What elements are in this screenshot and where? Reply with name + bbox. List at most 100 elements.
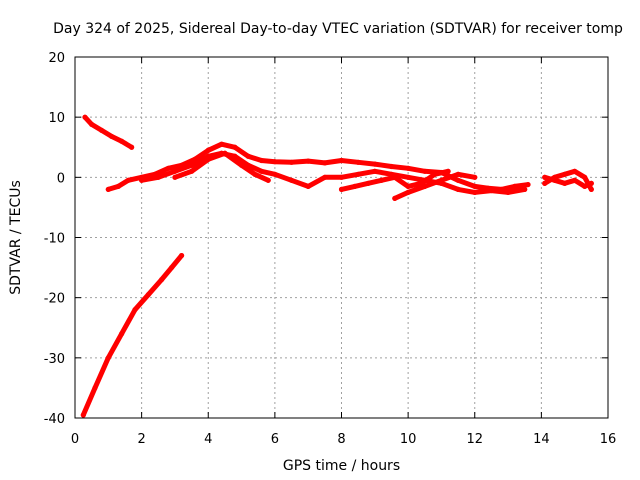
y-tick-label: -20 <box>44 292 65 307</box>
x-tick-label: 10 <box>400 432 417 447</box>
data-point <box>258 168 265 174</box>
y-tick-label: 0 <box>57 171 65 186</box>
data-point <box>288 159 295 165</box>
data-point <box>89 121 95 127</box>
data-point <box>488 187 495 194</box>
x-tick-label: 12 <box>466 432 483 447</box>
data-point <box>588 186 594 192</box>
data-point <box>82 114 88 120</box>
data-point <box>288 177 295 183</box>
data-point <box>405 189 411 195</box>
data-point <box>388 163 395 170</box>
data-point <box>245 153 251 159</box>
series-segment-i <box>542 168 594 192</box>
data-point <box>542 180 548 186</box>
data-point <box>145 292 151 298</box>
data-point <box>80 412 86 418</box>
data-point <box>562 180 568 186</box>
data-point <box>455 177 461 183</box>
data-point <box>322 160 328 166</box>
data-point <box>272 171 278 177</box>
data-series <box>80 114 594 418</box>
data-point <box>129 144 135 150</box>
data-point <box>105 355 111 361</box>
x-tick-label: 14 <box>533 432 550 447</box>
data-point <box>455 171 461 177</box>
data-point <box>472 174 478 180</box>
data-point <box>232 144 238 150</box>
data-point <box>218 141 225 147</box>
data-point <box>438 177 445 183</box>
x-tick-label: 6 <box>271 432 279 447</box>
tick-labels: 0 2 4 6 8 10 12 14 16 -40 -30 -20 -10 0 10 20 <box>44 51 617 447</box>
data-point <box>132 307 138 313</box>
x-tick-label: 2 <box>137 432 145 447</box>
data-point <box>172 168 178 174</box>
data-point <box>432 171 438 177</box>
x-axis-label: GPS time / hours <box>283 458 400 474</box>
data-point <box>188 162 195 168</box>
axis-ticks <box>74 56 609 419</box>
data-point <box>155 174 161 180</box>
data-point <box>552 174 558 180</box>
y-tick-label: -40 <box>44 412 65 427</box>
data-point <box>392 174 398 180</box>
data-point <box>512 183 518 189</box>
data-point <box>372 161 378 167</box>
chart-title: Day 324 of 2025, Sidereal Day-to-day VTE… <box>53 21 623 37</box>
data-point <box>119 331 125 337</box>
data-point <box>188 168 195 174</box>
data-point <box>338 174 345 180</box>
data-point <box>572 177 578 183</box>
data-point <box>372 168 378 174</box>
data-point <box>92 385 98 391</box>
data-point <box>472 183 478 189</box>
data-point <box>422 168 428 174</box>
data-point <box>355 171 361 177</box>
data-point <box>272 159 278 165</box>
data-point <box>169 264 175 271</box>
data-point <box>352 183 358 189</box>
data-point <box>222 150 228 156</box>
y-tick-label: -10 <box>44 232 65 247</box>
data-point <box>405 183 411 189</box>
data-point <box>445 168 451 174</box>
data-point <box>139 177 145 183</box>
data-point <box>305 158 311 164</box>
data-point <box>472 189 478 195</box>
data-point <box>525 181 531 188</box>
x-tick-label: 8 <box>337 432 345 447</box>
data-point <box>582 183 588 189</box>
data-point <box>99 127 105 134</box>
grid <box>75 57 608 418</box>
data-point <box>522 186 528 192</box>
data-point <box>172 174 178 180</box>
data-point <box>422 183 428 189</box>
y-tick-label: 20 <box>48 51 65 66</box>
y-tick-label: 10 <box>48 111 65 126</box>
data-point <box>205 147 211 153</box>
data-point <box>455 186 461 192</box>
data-point <box>265 177 271 183</box>
data-point <box>365 180 371 186</box>
y-tick-label: -30 <box>44 352 65 367</box>
data-point <box>405 174 411 180</box>
y-axis-label: SDTVAR / TECUs <box>8 180 24 295</box>
data-point <box>252 171 258 177</box>
data-point <box>119 138 125 144</box>
data-point <box>115 183 121 189</box>
data-point <box>542 174 548 180</box>
data-point <box>238 162 245 168</box>
data-point <box>205 156 211 162</box>
data-point <box>582 174 588 180</box>
series-segment-e <box>172 150 271 183</box>
data-point <box>322 174 328 180</box>
data-point <box>305 183 311 189</box>
data-point <box>109 133 115 140</box>
data-point <box>258 157 265 164</box>
data-point <box>159 277 165 283</box>
data-point <box>165 165 171 171</box>
data-point <box>105 186 111 192</box>
